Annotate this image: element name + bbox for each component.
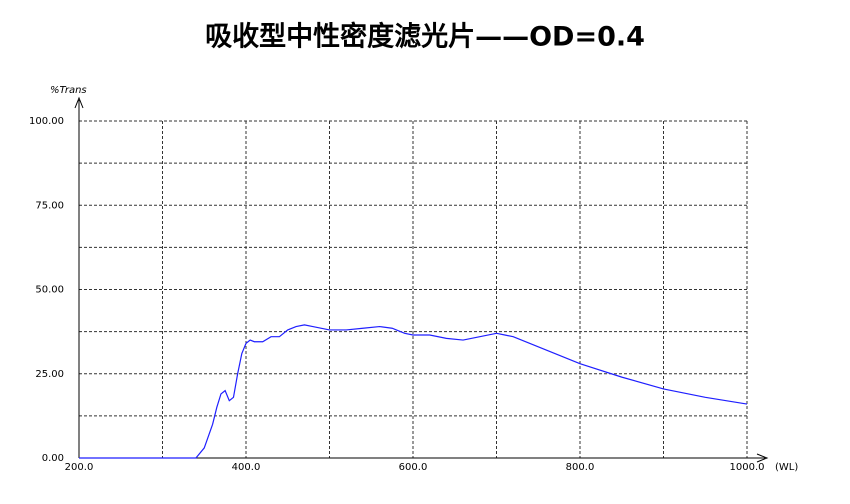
y-tick-label: 100.00 (29, 116, 64, 127)
x-tick-label: 600.0 (399, 462, 428, 473)
y-axis-arrow (74, 96, 84, 109)
y-tick-label: 25.00 (35, 369, 64, 380)
y-tick-label: 0.00 (42, 453, 64, 464)
x-tick-label: 400.0 (232, 462, 261, 473)
chart-title: 吸收型中性密度滤光片——OD=0.4 (205, 21, 645, 53)
x-tick-label: 1000.0 (730, 462, 765, 473)
y-tick-label: 50.00 (35, 285, 64, 296)
y-tick-label: 75.00 (35, 200, 64, 211)
x-axis-label: (WL) (775, 462, 798, 473)
y-axis-label: %Trans (50, 85, 87, 96)
data-line (79, 324, 748, 459)
x-tick-label: 800.0 (566, 462, 595, 473)
x-axis-arrow (756, 453, 769, 463)
grid (79, 120, 748, 458)
x-tick-label: 200.0 (65, 462, 94, 473)
